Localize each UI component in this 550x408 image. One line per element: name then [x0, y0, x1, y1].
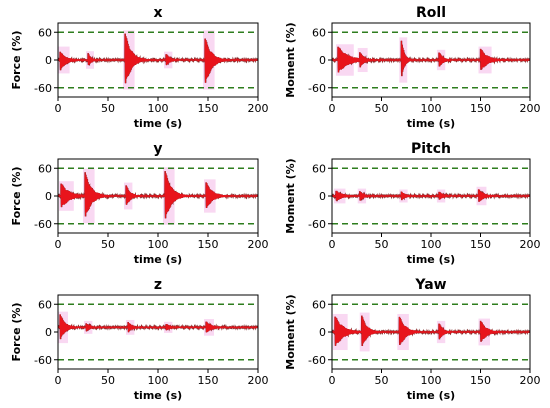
x-tick-label: 200: [520, 374, 541, 387]
y-axis-label: Force (%): [10, 303, 23, 362]
x-tick-label: 100: [148, 238, 169, 251]
signal-line: [332, 315, 530, 346]
x-tick-label: 100: [421, 102, 442, 115]
y-tick-label: 60: [312, 162, 326, 175]
y-axis-label: Force (%): [10, 167, 23, 226]
subplot-title: Yaw: [414, 277, 446, 293]
x-tick-label: 50: [375, 238, 389, 251]
y-tick-label: -60: [34, 82, 52, 95]
x-tick-label: 0: [55, 102, 62, 115]
signal-line: [58, 314, 258, 340]
x-tick-label: 0: [329, 102, 336, 115]
x-tick-label: 150: [198, 238, 219, 251]
x-axis-label: time (s): [407, 253, 455, 266]
y-tick-label: 0: [45, 326, 52, 339]
x-tick-label: 0: [55, 238, 62, 251]
y-tick-label: 0: [319, 54, 326, 67]
x-tick-label: 200: [520, 102, 541, 115]
y-tick-label: -60: [34, 354, 52, 367]
x-axis-label: time (s): [134, 253, 182, 266]
x-axis-label: time (s): [134, 389, 182, 402]
x-tick-label: 200: [248, 102, 269, 115]
x-tick-label: 200: [248, 374, 269, 387]
y-tick-label: 0: [319, 190, 326, 203]
x-tick-label: 0: [55, 374, 62, 387]
y-tick-label: 0: [45, 54, 52, 67]
x-tick-label: 50: [375, 374, 389, 387]
subplot-title: Roll: [416, 5, 446, 21]
x-tick-label: 100: [421, 374, 442, 387]
x-tick-label: 200: [248, 238, 269, 251]
y-tick-label: 0: [319, 326, 326, 339]
x-tick-label: 150: [470, 374, 491, 387]
x-tick-label: 100: [148, 374, 169, 387]
y-tick-label: -60: [308, 354, 326, 367]
x-tick-label: 0: [329, 374, 336, 387]
x-axis-label: time (s): [407, 117, 455, 130]
signal-line: [332, 189, 530, 202]
y-tick-label: -60: [308, 82, 326, 95]
x-tick-label: 50: [101, 238, 115, 251]
y-tick-label: 60: [38, 26, 52, 39]
signal-line: [58, 33, 258, 84]
x-tick-label: 0: [329, 238, 336, 251]
y-axis-label: Moment (%): [284, 158, 297, 233]
subplot-title: z: [154, 277, 162, 293]
y-tick-label: 60: [38, 298, 52, 311]
x-tick-label: 50: [101, 374, 115, 387]
x-tick-label: 50: [101, 102, 115, 115]
y-tick-label: 60: [38, 162, 52, 175]
subplot-title: x: [153, 5, 162, 21]
x-tick-label: 150: [470, 102, 491, 115]
x-tick-label: 150: [198, 374, 219, 387]
x-axis-label: time (s): [407, 389, 455, 402]
y-axis-label: Force (%): [10, 31, 23, 90]
x-tick-label: 100: [148, 102, 169, 115]
x-axis-label: time (s): [134, 117, 182, 130]
x-tick-label: 150: [198, 102, 219, 115]
x-tick-label: 50: [375, 102, 389, 115]
signal-line: [58, 171, 258, 219]
y-axis-label: Moment (%): [284, 294, 297, 369]
y-tick-label: 60: [312, 298, 326, 311]
y-axis-label: Moment (%): [284, 22, 297, 97]
y-tick-label: -60: [34, 218, 52, 231]
y-tick-label: 60: [312, 26, 326, 39]
x-tick-label: 200: [520, 238, 541, 251]
signal-line: [332, 40, 530, 77]
x-tick-label: 100: [421, 238, 442, 251]
subplot-title: y: [153, 141, 162, 157]
y-tick-label: 0: [45, 190, 52, 203]
y-tick-label: -60: [308, 218, 326, 231]
subplot-title: Pitch: [411, 141, 451, 157]
x-tick-label: 150: [470, 238, 491, 251]
